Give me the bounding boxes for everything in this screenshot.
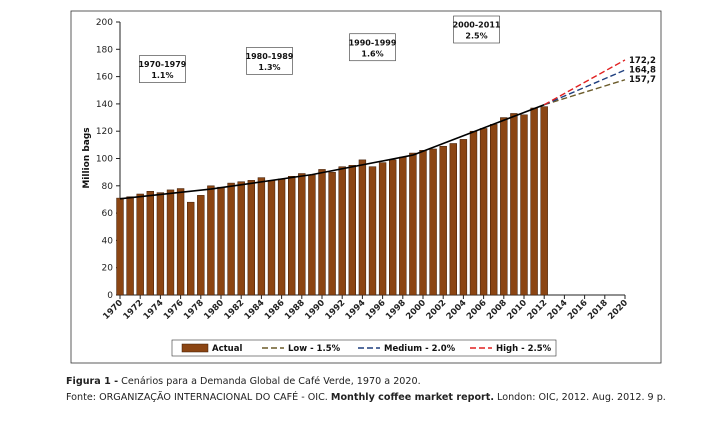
bar-1973 bbox=[146, 191, 154, 296]
trend-line-3 bbox=[311, 154, 414, 176]
y-tick-label: 120 bbox=[96, 127, 113, 137]
bar-1986 bbox=[277, 178, 286, 296]
trend-line-1 bbox=[119, 188, 211, 200]
bar-1975 bbox=[166, 189, 175, 296]
scenario-end-label: 164,8 bbox=[629, 65, 656, 75]
bar-2010 bbox=[520, 114, 528, 296]
bar-1995 bbox=[368, 166, 377, 296]
bar-1985 bbox=[267, 180, 276, 296]
annotation-rate: 1.6% bbox=[361, 49, 383, 58]
y-tick-label: 20 bbox=[102, 264, 114, 274]
bar-2004 bbox=[459, 139, 468, 296]
legend-label-scenario: Medium - 2.0% bbox=[384, 344, 456, 354]
bar-2003 bbox=[449, 143, 457, 296]
y-tick-label: 80 bbox=[102, 182, 114, 192]
bar-2001 bbox=[429, 148, 437, 296]
bar-2007 bbox=[490, 124, 498, 296]
annotation-rate: 1.1% bbox=[151, 71, 173, 80]
y-tick-label: 40 bbox=[102, 236, 114, 246]
bar-1998 bbox=[399, 156, 407, 296]
bar-1996 bbox=[378, 162, 387, 296]
bar-1980 bbox=[217, 186, 225, 296]
bar-1974 bbox=[156, 192, 165, 296]
annotation-box-1 bbox=[139, 55, 186, 83]
bar-2002 bbox=[439, 145, 447, 296]
bar-1993 bbox=[348, 165, 356, 296]
source-prefix: Fonte: ORGANIZAÇÃO INTERNACIONAL DO CAFÉ… bbox=[66, 392, 331, 403]
annotation-rate: 2.5% bbox=[465, 32, 487, 41]
bar-1971 bbox=[126, 196, 134, 296]
bar-1982 bbox=[237, 181, 245, 296]
source-title: Monthly coffee market report. bbox=[330, 392, 494, 403]
scenario-line-2 bbox=[543, 59, 626, 106]
bar-1992 bbox=[338, 166, 346, 296]
trend-line-2 bbox=[210, 173, 313, 190]
annotation-box-4 bbox=[453, 15, 500, 44]
annotation-box-3 bbox=[349, 33, 396, 62]
annotation-box-2 bbox=[246, 47, 293, 75]
scenario-end-label: 172,2 bbox=[629, 56, 656, 66]
figure-source: Fonte: ORGANIZAÇÃO INTERNACIONAL DO CAFÉ… bbox=[66, 392, 666, 403]
bar-1983 bbox=[247, 180, 255, 296]
bar-1970 bbox=[116, 197, 124, 296]
figure-label: Figura 1 - bbox=[66, 376, 119, 387]
y-tick-label: 160 bbox=[96, 73, 113, 83]
bar-1979 bbox=[207, 185, 215, 296]
legend-label-actual: Actual bbox=[212, 344, 242, 354]
bar-1987 bbox=[288, 175, 296, 296]
source-suffix: London: OIC, 2012. Aug. 2012. 9 p. bbox=[494, 392, 666, 403]
scenario-line-1 bbox=[543, 69, 626, 106]
y-tick-label: 100 bbox=[96, 155, 113, 165]
y-tick-label: 140 bbox=[96, 100, 113, 110]
bar-2011 bbox=[530, 107, 538, 296]
bar-1989 bbox=[308, 174, 316, 296]
bar-1978 bbox=[197, 195, 205, 296]
y-tick-label: 60 bbox=[102, 209, 114, 219]
legend-label-scenario: Low - 1.5% bbox=[288, 344, 341, 354]
bar-2008 bbox=[500, 117, 508, 296]
bar-2006 bbox=[479, 128, 488, 296]
y-tick-label: 0 bbox=[107, 291, 113, 301]
scenario-line-0 bbox=[543, 79, 626, 106]
trend-line-4 bbox=[412, 103, 545, 156]
bar-2005 bbox=[469, 130, 478, 296]
bar-1999 bbox=[409, 152, 417, 296]
bar-1984 bbox=[257, 177, 266, 296]
trend-lines bbox=[119, 103, 545, 200]
bar-1991 bbox=[328, 171, 336, 296]
bar-1981 bbox=[227, 182, 235, 296]
y-tick-label: 180 bbox=[96, 45, 113, 55]
bar-1997 bbox=[389, 159, 397, 296]
bar-1990 bbox=[318, 169, 326, 296]
annotation-period: 1980-1989 bbox=[246, 52, 294, 61]
legend-swatch-actual bbox=[181, 343, 209, 353]
annotation-period: 1970-1979 bbox=[138, 60, 186, 69]
bar-1988 bbox=[298, 173, 306, 296]
bar-1977 bbox=[187, 201, 195, 296]
annotation-period: 1990-1999 bbox=[349, 38, 397, 47]
bar-2012 bbox=[540, 106, 548, 296]
bar-1976 bbox=[176, 188, 185, 296]
y-tick-label: 200 bbox=[96, 18, 113, 28]
figure-caption: Figura 1 - Cenários para a Demanda Globa… bbox=[66, 376, 421, 387]
scenario-end-label: 157,7 bbox=[629, 75, 656, 85]
figure-text: Cenários para a Demanda Global de Café V… bbox=[118, 376, 421, 387]
period-annotations: 1970-1979 1.1% 1980-1989 1.3% 1990-1999 1.6% 2… bbox=[138, 15, 501, 83]
bar-2000 bbox=[419, 150, 427, 296]
bar-2009 bbox=[510, 113, 518, 296]
legend: Actual Low - 1.5% Medium - 2.0% High - 2.5% bbox=[171, 339, 557, 357]
annotation-rate: 1.3% bbox=[258, 63, 280, 72]
annotation-period: 2000-2011 bbox=[453, 21, 501, 30]
legend-label-scenario: High - 2.5% bbox=[496, 344, 552, 354]
bar-1994 bbox=[358, 159, 367, 296]
bar-1972 bbox=[136, 193, 144, 296]
y-axis-label: Million bags bbox=[82, 127, 92, 188]
